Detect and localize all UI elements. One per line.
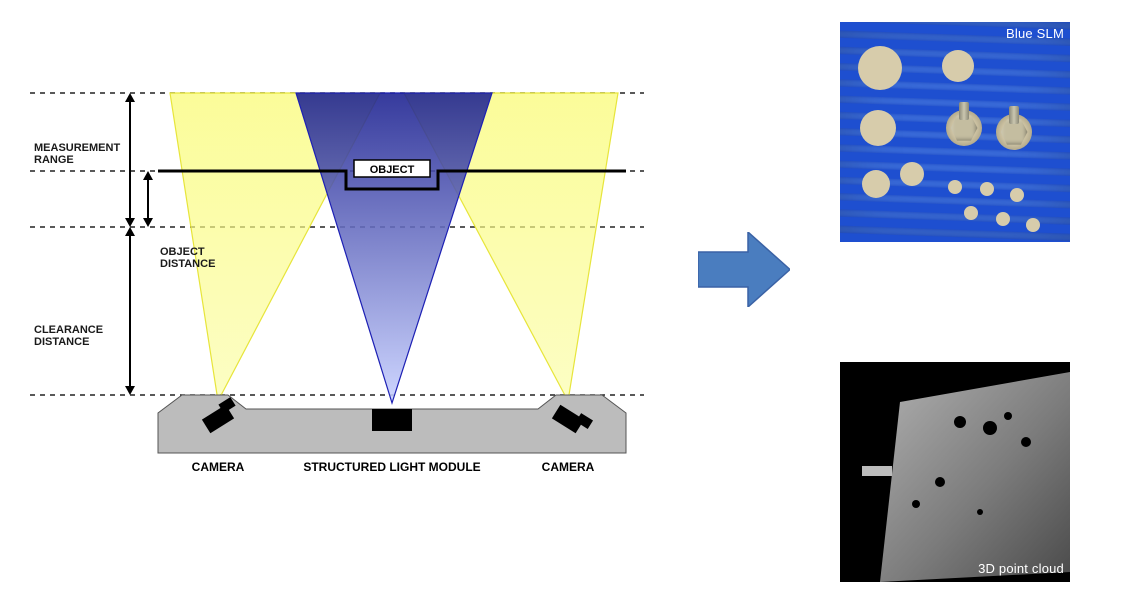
point-cloud-image: 3D point cloud <box>840 362 1070 582</box>
projector-cone <box>296 93 492 403</box>
figure-stage: OBJECT MEASUREMENTRANGEOBJECTDISTANCECLE… <box>0 0 1135 600</box>
arrow-icon <box>698 232 790 307</box>
svg-text:OBJECT: OBJECT <box>370 164 415 176</box>
camera-right-label: CAMERA <box>542 460 595 474</box>
flow-arrow <box>698 232 790 307</box>
svg-text:OBJECT: OBJECT <box>160 246 205 258</box>
svg-text:RANGE: RANGE <box>34 154 74 166</box>
point-cloud-caption: 3D point cloud <box>978 561 1064 576</box>
svg-text:CLEARANCE: CLEARANCE <box>34 324 103 336</box>
svg-text:DISTANCE: DISTANCE <box>160 258 215 270</box>
blue-slm-caption: Blue SLM <box>1006 26 1064 41</box>
light-module-label: STRUCTURED LIGHT MODULE <box>303 460 480 474</box>
object-box-label: OBJECT <box>354 160 430 177</box>
blue-slm-image: Blue SLM <box>840 22 1070 242</box>
svg-text:MEASUREMENT: MEASUREMENT <box>34 142 120 154</box>
svg-text:DISTANCE: DISTANCE <box>34 336 89 348</box>
diagram-svg: OBJECT MEASUREMENTRANGEOBJECTDISTANCECLE… <box>30 85 644 485</box>
camera-left-label: CAMERA <box>192 460 245 474</box>
structured-light-diagram: OBJECT MEASUREMENTRANGEOBJECTDISTANCECLE… <box>30 85 644 485</box>
point-cloud-svg <box>840 362 1070 582</box>
